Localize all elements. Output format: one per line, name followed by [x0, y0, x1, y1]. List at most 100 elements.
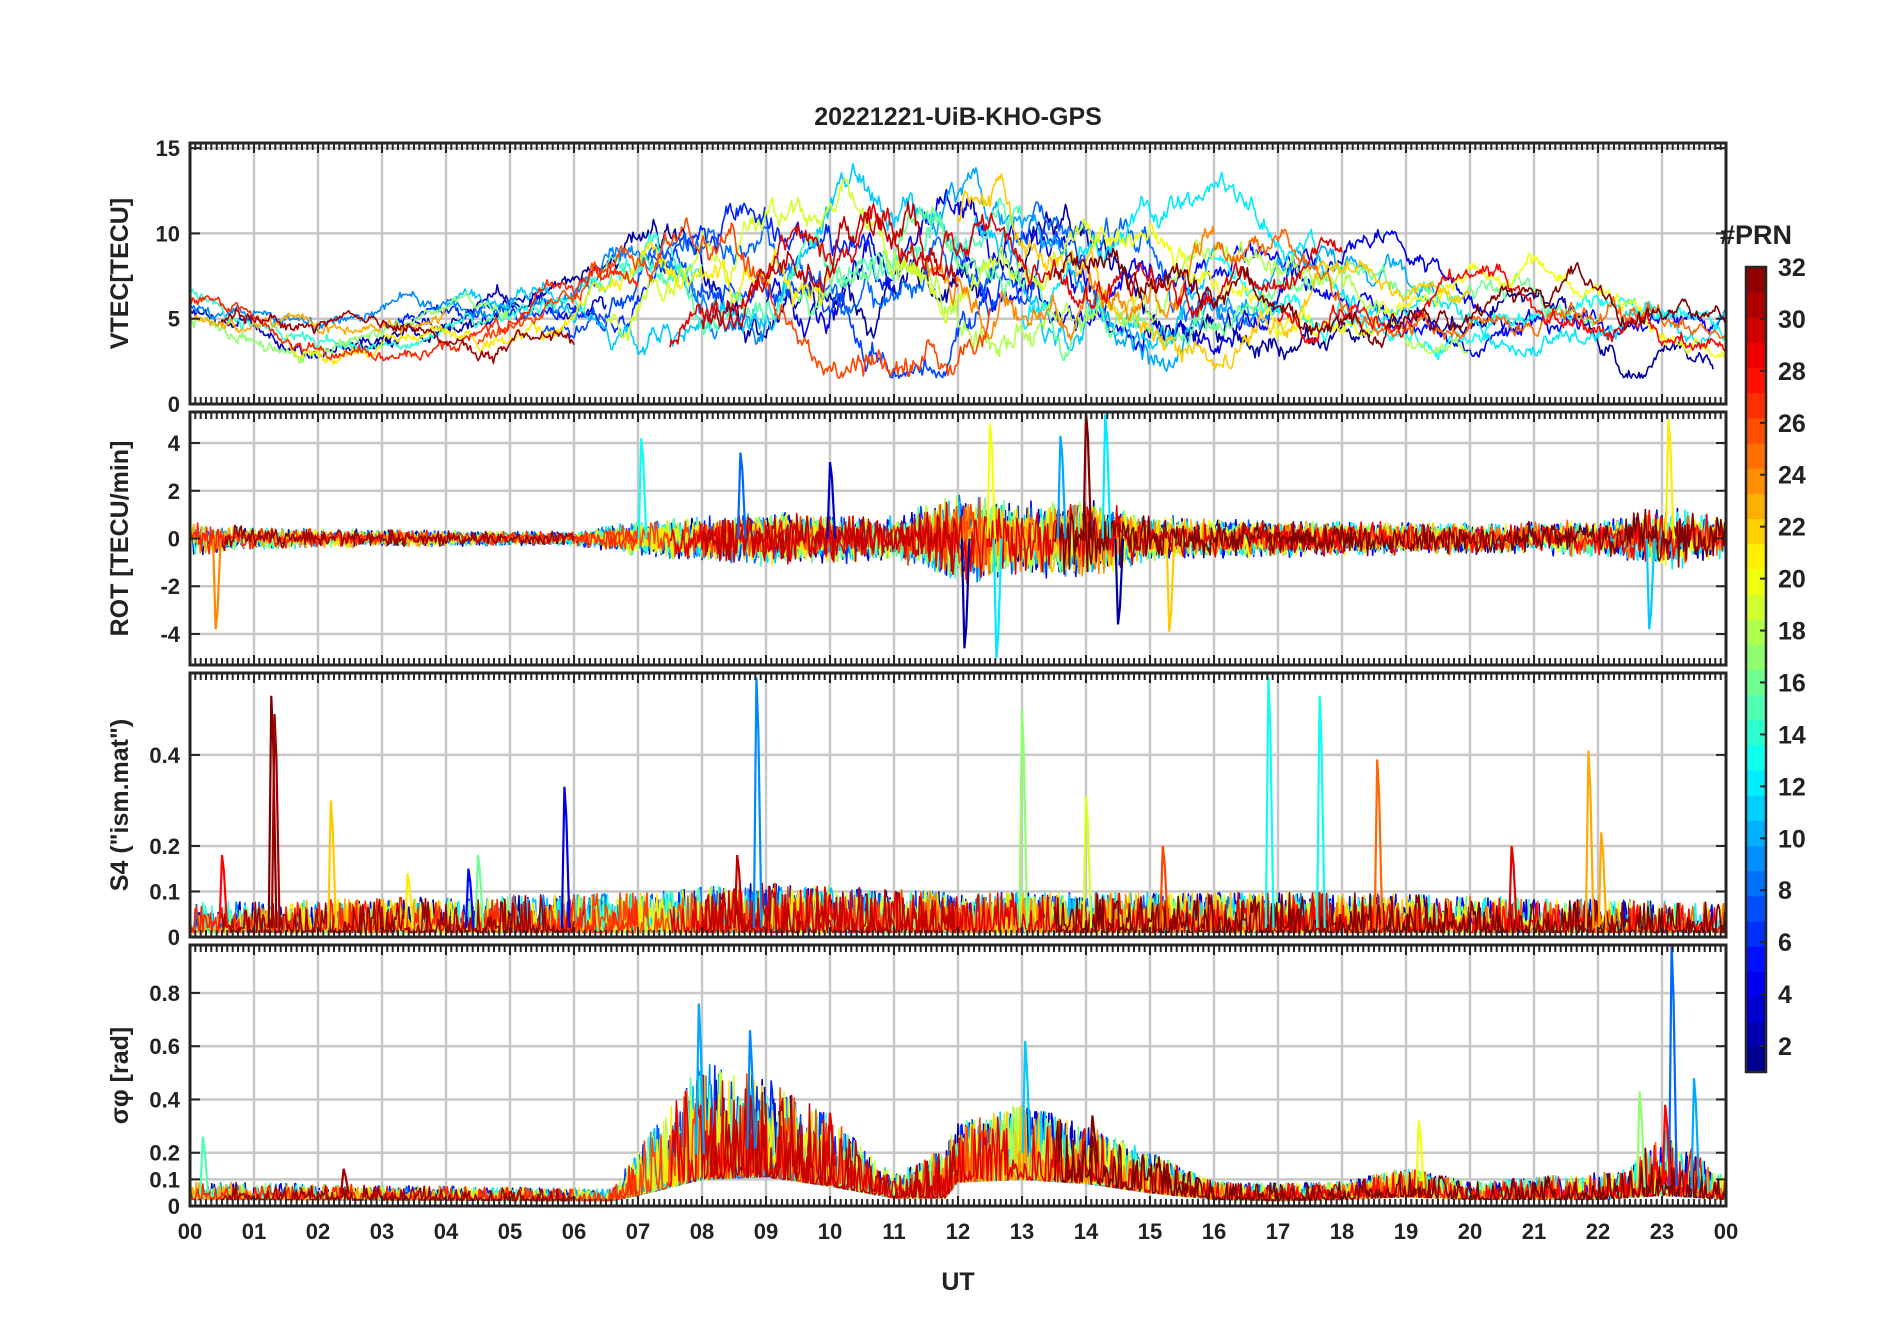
series-group-sigma: [190, 945, 1726, 1202]
colorbar-swatch: [1746, 1046, 1766, 1073]
series-group-vtec: [190, 163, 1726, 380]
tick-marks: [189, 945, 1727, 1206]
colorbar-swatch: [1746, 342, 1766, 369]
series-line-prn-20: [1085, 222, 1726, 359]
x-tick-label: 01: [242, 1219, 266, 1244]
series-line-prn-28: [1277, 509, 1726, 562]
series-line-prn-7: [541, 226, 1087, 380]
colorbar-tick-label: 12: [1778, 773, 1806, 801]
series-line-prn-30: [701, 511, 959, 572]
panel-s4: 0 0.1 0.2 0.4 S4 ("ism.mat"): [106, 671, 1728, 950]
spike-mark: [1597, 832, 1608, 928]
series-line-prn-30: [701, 882, 959, 934]
minor-ticks-sigma: [189, 945, 1727, 1206]
spike-mark: [1165, 538, 1176, 632]
y-tick-label: 15: [156, 136, 180, 161]
colorbar-swatch: [1746, 770, 1766, 796]
colorbar-swatch: [1746, 292, 1766, 318]
series-line-prn-3: [190, 283, 607, 360]
colorbar-swatch: [1746, 594, 1766, 620]
colorbar-swatch: [1746, 921, 1766, 947]
spike-mark: [733, 854, 744, 928]
spike-mark: [218, 854, 229, 928]
series-line-prn-22: [957, 173, 1471, 370]
colorbar-tick-label: 30: [1778, 306, 1806, 334]
spike-mark: [464, 868, 475, 928]
y-axis-vtec: 0 5 10 15: [156, 136, 1726, 417]
x-axis: 00 01 02 03 04 05 06 07 08 09 10 11 12 13 14 15 16 17 18 19…: [178, 1219, 1738, 1244]
spike-mark: [736, 452, 747, 539]
y-tick-label: 0: [168, 392, 180, 417]
colorbar-tick-label: 14: [1778, 721, 1806, 749]
spike-mark: [1661, 1104, 1672, 1186]
y-axis-label-sigma: σφ [rad]: [106, 1027, 134, 1125]
colorbar-swatch: [1746, 543, 1766, 570]
colorbar-label: #PRN: [1720, 220, 1792, 250]
spike-mark: [1315, 695, 1326, 928]
spike-mark: [267, 695, 278, 928]
series-line-prn-32: [1053, 1119, 1726, 1202]
colorbar-swatch: [1746, 946, 1766, 972]
spike-mark: [960, 538, 971, 649]
series-line-prn-29: [669, 203, 1343, 348]
y-tick-label: 0: [168, 527, 180, 552]
spike-mark: [1159, 845, 1170, 928]
colorbar-swatch: [1746, 719, 1766, 746]
y-axis-s4: 0 0.1 0.2 0.4: [149, 743, 1726, 950]
y-axis-label-rot: ROT [TECU/min]: [106, 441, 134, 637]
series-line-prn-18: [893, 239, 1471, 358]
colorbar-swatch: [1746, 820, 1766, 847]
colorbar-swatch: [1746, 367, 1766, 394]
spike-mark: [270, 713, 281, 928]
spike-mark: [474, 854, 485, 928]
spike-mark: [1056, 435, 1067, 539]
colorbar-swatch: [1746, 870, 1766, 897]
spike-mark: [327, 800, 338, 928]
colorbar-frame: [1744, 265, 1768, 1074]
spike-mark: [1507, 845, 1518, 928]
chart-title: 20221221-UiB-KHO-GPS: [814, 103, 1102, 131]
spike-mark: [199, 1136, 210, 1193]
colorbar-tick-label: 16: [1778, 669, 1806, 697]
colorbar-tick-label: 28: [1778, 358, 1806, 386]
colorbar-swatch: [1746, 845, 1766, 872]
y-tick-label: 2: [168, 479, 180, 504]
y-tick-label: 0.1: [149, 879, 180, 904]
spike-mark: [403, 873, 414, 928]
spike-mark: [986, 423, 997, 539]
colorbar-swatch: [1746, 493, 1766, 520]
minor-ticks-s4: [189, 673, 1727, 937]
series-group-rot: [190, 412, 1726, 658]
spike-mark: [1018, 709, 1029, 928]
spike-mark: [695, 1003, 706, 1155]
y-tick-label: 0: [168, 1194, 180, 1219]
series-line-prn-30: [701, 1088, 959, 1199]
series-line-prn-8: [637, 201, 1279, 329]
colorbar-swatch: [1746, 518, 1766, 545]
x-tick-label: 02: [306, 1219, 330, 1244]
minor-ticks-rot: [189, 412, 1727, 665]
spike-mark: [211, 538, 222, 630]
spike-mark: [1645, 538, 1656, 630]
y-tick-label: 0: [168, 925, 180, 950]
colorbar-tick-label: 8: [1778, 877, 1792, 905]
y-tick-label: -4: [160, 622, 180, 647]
panel-sigma: 00.10.2 0.4 0.6 0.8 σφ [rad] 00 01 02 03 04 05 06 07…: [106, 943, 1738, 1244]
x-tick-label: 03: [370, 1219, 394, 1244]
colorbar-swatch: [1746, 971, 1766, 998]
colorbar-swatch: [1746, 267, 1766, 293]
y-tick-label: 0.4: [149, 743, 180, 768]
x-tick-label: 00: [178, 1219, 202, 1244]
series-line-prn-31: [221, 524, 575, 552]
colorbar-tick-label: 4: [1778, 981, 1792, 1009]
x-tick-label: 12: [946, 1219, 970, 1244]
y-tick-label: 0.8: [149, 981, 180, 1006]
spike-mark: [1021, 1040, 1032, 1154]
spike-mark: [992, 538, 1003, 658]
series-line-prn-19: [605, 178, 1087, 342]
y-tick-label: 4: [168, 431, 181, 456]
series-line-prn-6: [381, 202, 895, 334]
x-tick-label: 16: [1202, 1219, 1226, 1244]
colorbar-swatch: [1746, 468, 1766, 494]
